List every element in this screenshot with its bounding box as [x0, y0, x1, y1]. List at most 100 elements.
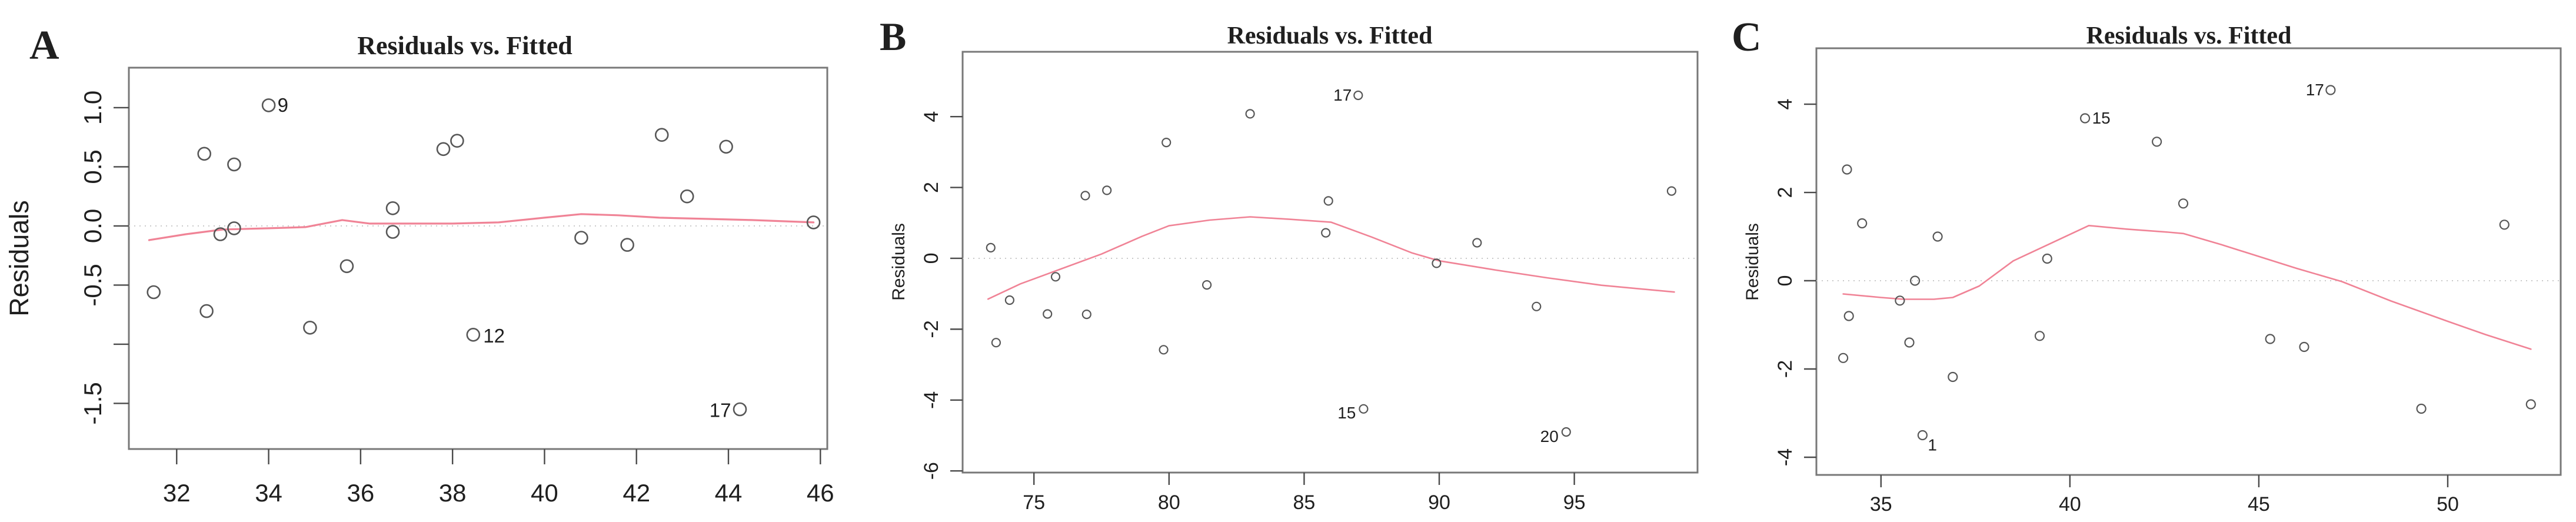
- plot-box: [128, 67, 828, 450]
- plot-area-a: 32 34 36 38 40 42 44 46 1.0 0.5 0.0 -0.5 -1.5 9 12 17: [79, 67, 834, 507]
- x-tick-label: 35: [1870, 493, 1892, 516]
- data-point: [197, 147, 212, 161]
- point-label: 17: [710, 400, 731, 421]
- data-point: [2325, 85, 2336, 95]
- chart-title: Residuals vs. Fitted: [2086, 22, 2292, 49]
- data-point: [1050, 272, 1061, 282]
- data-point: [2525, 399, 2536, 410]
- chart-title: Residuals vs. Fitted: [1227, 22, 1433, 49]
- y-tick-label: -6: [920, 462, 943, 480]
- data-point: [1102, 185, 1112, 195]
- y-tick-label: -2: [920, 320, 943, 338]
- data-point: [620, 238, 634, 252]
- panel-a: 32 34 36 38 40 42 44 46 1.0 0.5 0.0 -0.5 -1.5 9 12 17 A…: [4, 23, 834, 507]
- data-point: [1932, 231, 1943, 242]
- data-point: [2499, 220, 2510, 230]
- data-point: [1161, 138, 1171, 148]
- x-tick-label: 95: [1563, 491, 1586, 514]
- data-point: [1159, 345, 1169, 355]
- data-point: [1080, 191, 1090, 201]
- data-point: [1353, 90, 1363, 101]
- x-tick-label: 44: [715, 479, 743, 507]
- plot-area-c: 35 40 45 50 4 2 0 -2 -4 1 15 17: [1774, 47, 2562, 516]
- data-point: [1432, 258, 1442, 268]
- y-axis-label: Residuals: [1743, 223, 1762, 301]
- x-tick-label: 40: [531, 479, 558, 507]
- y-tick-label: 4: [1774, 99, 1796, 110]
- data-point: [1843, 311, 1854, 321]
- data-point: [719, 139, 733, 154]
- y-tick-label: -4: [1774, 448, 1796, 466]
- y-axis-label: Residuals: [889, 223, 908, 301]
- data-point: [1904, 337, 1915, 348]
- y-tick-label: -0.5: [79, 264, 106, 306]
- y-axis-label: Residuals: [4, 200, 34, 317]
- data-point: [2042, 253, 2052, 264]
- data-point: [1472, 238, 1482, 248]
- data-point: [1910, 275, 1921, 286]
- data-point: [2152, 137, 2162, 147]
- data-point: [1895, 295, 1905, 306]
- data-point: [303, 320, 317, 335]
- data-point: [991, 338, 1001, 348]
- x-tick-label: 45: [2248, 493, 2270, 516]
- data-point: [986, 242, 996, 252]
- data-point: [385, 225, 400, 239]
- data-point: [227, 157, 241, 172]
- data-point: [1666, 186, 1676, 196]
- smoother-line: [148, 213, 815, 241]
- y-tick-label: -2: [1774, 360, 1796, 378]
- data-point: [450, 134, 464, 148]
- x-tick-label: 50: [2437, 493, 2459, 516]
- y-tick-label: 0: [1774, 275, 1796, 287]
- chart-title: Residuals vs. Fitted: [357, 31, 572, 60]
- plot-box: [1815, 47, 2562, 476]
- x-tick-label: 80: [1158, 491, 1180, 514]
- data-point: [1917, 430, 1928, 441]
- data-point: [2299, 341, 2309, 353]
- data-point: [806, 215, 821, 230]
- data-point: [227, 221, 241, 235]
- panel-c: 35 40 45 50 4 2 0 -2 -4 1 15 17 C Residuals vs. Fit…: [1732, 15, 2562, 516]
- y-tick-label: 1.0: [79, 91, 106, 125]
- point-label: 17: [2306, 81, 2324, 99]
- data-point: [1561, 427, 1571, 437]
- panel-letter: A: [29, 23, 59, 68]
- y-tick-label: 4: [920, 111, 943, 122]
- data-point: [1081, 309, 1091, 320]
- y-tick-label: -4: [920, 391, 943, 409]
- point-label: 15: [1337, 404, 1356, 422]
- data-point: [147, 285, 161, 300]
- x-tick-label: 75: [1023, 491, 1045, 514]
- plot-box: [961, 51, 1699, 474]
- data-point: [2080, 113, 2091, 124]
- data-point: [436, 142, 451, 157]
- y-tick-label: 0.0: [79, 209, 106, 243]
- point-label: 15: [2092, 109, 2111, 127]
- data-point: [1321, 228, 1331, 238]
- y-tick-label: 2: [920, 182, 943, 193]
- data-point: [466, 327, 481, 342]
- y-tick-label: 0.5: [79, 149, 106, 184]
- data-point: [385, 201, 400, 215]
- data-point: [1838, 353, 1849, 363]
- panel-letter: B: [880, 14, 906, 59]
- data-point: [1842, 164, 1852, 175]
- x-tick-label: 38: [439, 479, 467, 507]
- data-point: [2265, 334, 2275, 344]
- data-point: [654, 128, 669, 142]
- data-point: [2178, 198, 2189, 209]
- data-point: [1359, 404, 1369, 414]
- data-point: [1043, 309, 1053, 319]
- x-tick-label: 90: [1428, 491, 1450, 514]
- data-point: [1948, 371, 1958, 383]
- x-tick-label: 36: [347, 479, 374, 507]
- x-tick-label: 34: [255, 479, 282, 507]
- data-point: [2034, 331, 2045, 341]
- data-point: [2416, 403, 2427, 414]
- data-point: [199, 304, 214, 318]
- y-tick-label: 0: [920, 253, 943, 264]
- data-point: [1004, 295, 1015, 305]
